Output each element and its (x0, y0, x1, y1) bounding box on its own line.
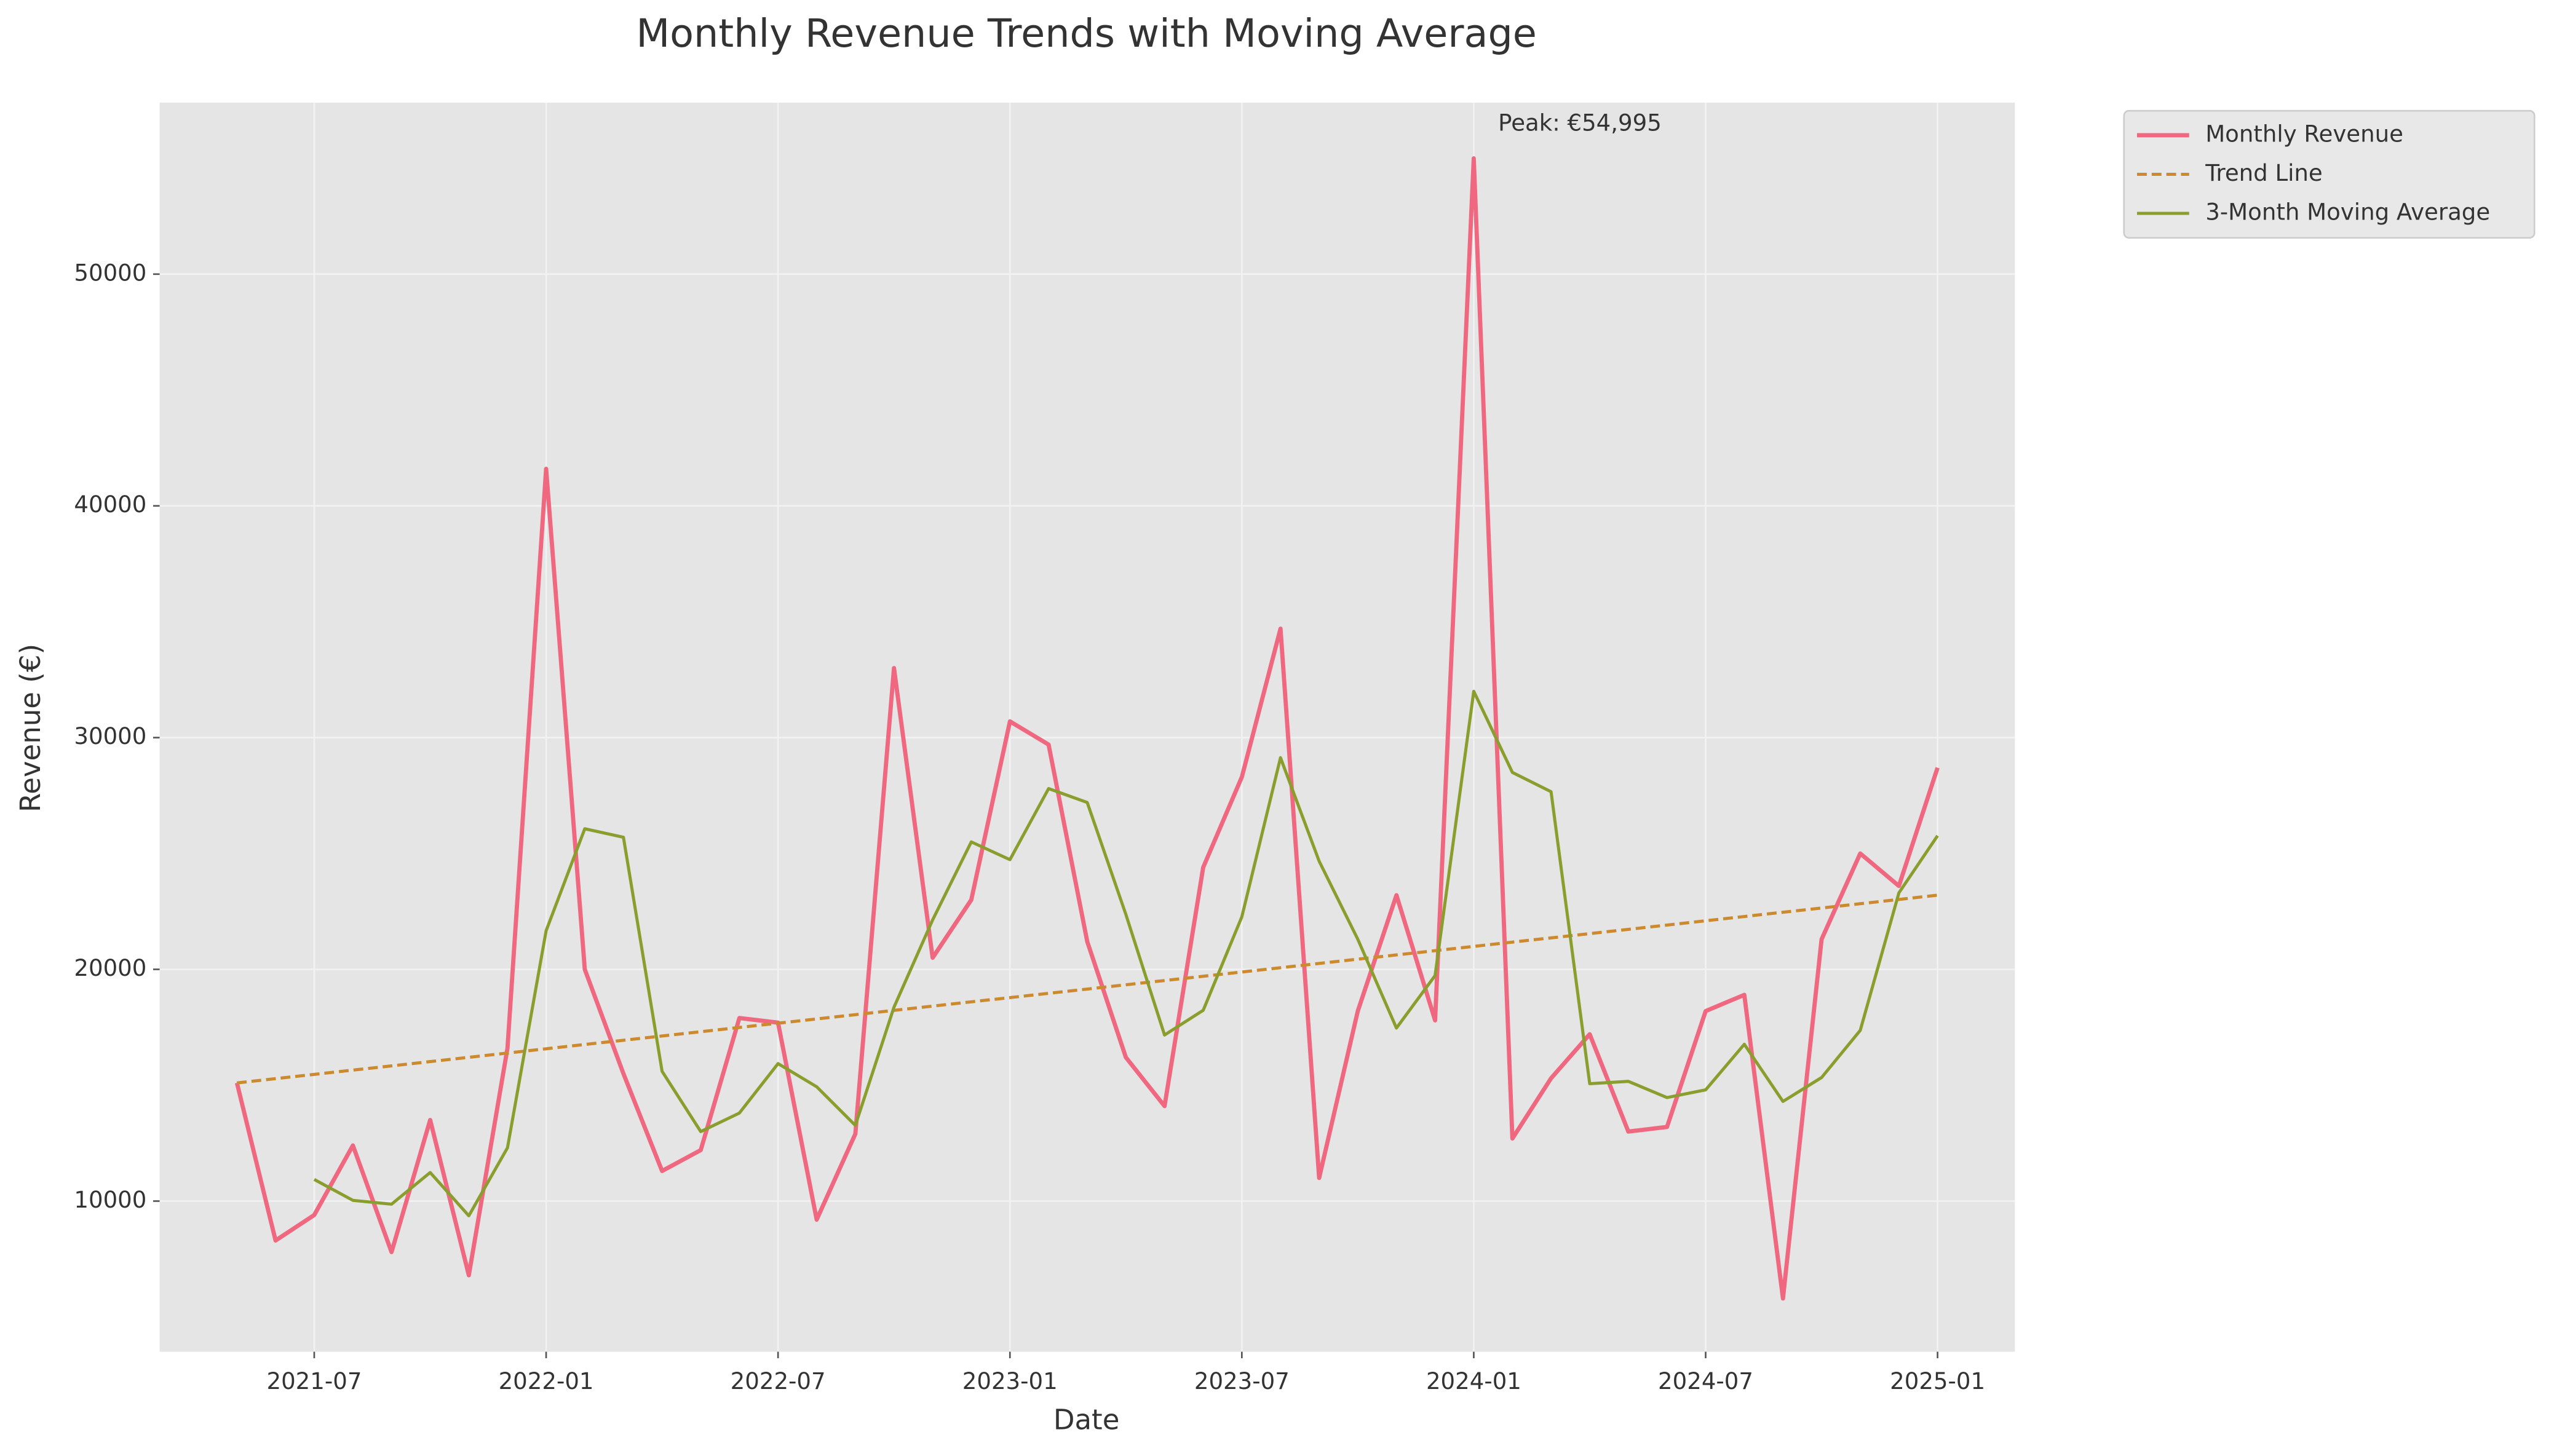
y-tick-label: 40000 (74, 491, 146, 518)
y-tick-label: 30000 (74, 723, 146, 750)
legend-label: Trend Line (2205, 160, 2323, 186)
x-tick-label: 2023-07 (1194, 1368, 1290, 1395)
x-tick-label: 2022-01 (499, 1368, 594, 1395)
series-line (313, 689, 1939, 1217)
legend-label: 3-Month Moving Average (2205, 199, 2490, 226)
series-line (234, 156, 1940, 1301)
chart-title: Monthly Revenue Trends with Moving Avera… (636, 10, 1537, 56)
y-tick-label: 10000 (74, 1187, 146, 1213)
lines (234, 156, 1940, 1301)
legend: Monthly Revenue Trend Line 3-Month Moving … (2123, 109, 2536, 239)
legend-box (2123, 109, 2536, 239)
x-tick-label: 2022-07 (731, 1368, 826, 1395)
x-tick-label: 2021-07 (266, 1368, 362, 1395)
plot-area (159, 102, 2015, 1352)
x-tick-label: 2024-01 (1426, 1368, 1521, 1395)
y-axis-label: Revenue (€) (14, 644, 47, 812)
x-tick-label: 2023-01 (962, 1368, 1058, 1395)
y-tick-label: 20000 (74, 955, 146, 981)
legend-label: Monthly Revenue (2205, 121, 2403, 147)
annotation: Peak: €54,995 (1498, 109, 1662, 136)
x-tick-label: 2025-01 (1890, 1368, 1985, 1395)
series-line (236, 893, 1938, 1085)
y-tick-label: 50000 (74, 259, 146, 286)
x-axis-label: Date (1053, 1403, 1120, 1436)
x-tick-label: 2024-07 (1658, 1368, 1753, 1395)
grid: 10000 20000 30000 40000 50000 2021-07 2022-01 2… (74, 102, 2015, 1395)
